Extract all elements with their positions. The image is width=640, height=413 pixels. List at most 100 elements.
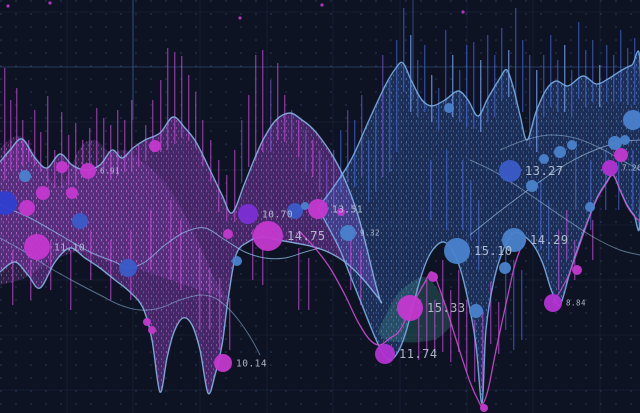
signal-bar	[124, 120, 126, 172]
bubble-value-label: 13.27	[525, 164, 564, 178]
signal-bar	[613, 55, 615, 102]
value-bubble	[337, 208, 345, 216]
value-bubble[interactable]	[397, 295, 423, 321]
curve-inner-wave-2	[0, 237, 261, 356]
signal-bar	[219, 278, 221, 350]
signal-bar	[632, 150, 634, 210]
signal-bar	[167, 48, 169, 150]
value-bubble	[499, 262, 511, 274]
value-bubble	[428, 272, 438, 282]
value-bubble[interactable]	[375, 344, 395, 364]
curve-braid-2	[469, 159, 640, 256]
signal-bar	[160, 80, 162, 152]
value-bubble	[444, 103, 454, 113]
signal-bar	[262, 245, 264, 285]
signal-bar	[578, 22, 580, 99]
value-bubble[interactable]	[253, 221, 283, 251]
value-bubble	[554, 146, 566, 158]
signal-bar	[16, 88, 18, 170]
signal-bar	[262, 50, 264, 152]
value-bubble[interactable]	[238, 204, 258, 224]
signal-bar	[522, 40, 524, 112]
value-bubble	[526, 180, 538, 192]
value-bubble	[567, 140, 577, 150]
signal-bar	[426, 280, 428, 352]
bubble-value-label: 15.10	[474, 244, 513, 258]
signal-bar	[575, 150, 577, 210]
signal-bar	[498, 302, 500, 354]
signal-bar	[298, 120, 300, 157]
signal-bar	[209, 268, 211, 330]
signal-bar	[389, 80, 391, 172]
signal-bar	[241, 120, 243, 182]
signal-bar	[592, 220, 594, 260]
stroke-curves-layer	[0, 50, 640, 407]
signal-bar	[450, 290, 452, 362]
signal-bar	[305, 130, 307, 172]
value-bubble[interactable]	[499, 160, 521, 182]
bubble-value-label: 8.84	[566, 299, 586, 308]
area-texture-purple-main	[0, 113, 382, 394]
signal-bar	[152, 100, 154, 152]
signal-bar	[117, 110, 119, 176]
signal-bar	[368, 140, 370, 202]
signal-bar	[218, 160, 220, 212]
signal-bar	[627, 48, 629, 105]
bubble-value-label: 7.26	[622, 164, 640, 173]
signal-bar	[434, 300, 436, 352]
signal-bar	[255, 55, 257, 161]
value-bubble[interactable]	[602, 160, 618, 176]
value-bubble[interactable]	[502, 228, 526, 252]
signal-bar	[96, 108, 98, 166]
signal-bar	[291, 110, 293, 142]
signal-bar	[550, 35, 552, 107]
value-bubble[interactable]	[24, 234, 50, 260]
signal-bar	[478, 200, 480, 270]
value-bubble[interactable]	[444, 238, 470, 264]
ribbon-stroke-purple-main	[0, 112, 383, 395]
signal-bar	[548, 200, 550, 260]
signal-bar	[529, 55, 531, 147]
signal-bar	[620, 30, 622, 102]
signal-bar	[431, 75, 433, 122]
value-bubble[interactable]	[544, 294, 562, 312]
signal-bar	[410, 35, 412, 112]
signal-bar	[446, 150, 448, 230]
signal-bar	[452, 55, 454, 117]
signal-bar	[40, 132, 42, 172]
signal-bar	[566, 210, 568, 260]
speck	[48, 1, 52, 5]
signal-bar	[22, 120, 24, 166]
value-bubble	[149, 140, 161, 152]
value-bubble	[232, 256, 242, 266]
signal-bar	[571, 70, 573, 117]
signal-bar	[150, 210, 152, 270]
signal-bar	[138, 145, 140, 167]
signal-bar	[543, 55, 545, 117]
value-bubble	[19, 170, 31, 182]
value-bubble[interactable]	[340, 225, 356, 241]
signal-bar	[54, 150, 56, 188]
signal-bar	[470, 180, 472, 240]
bubble-value-label: 11.10	[54, 242, 85, 253]
signal-bar	[12, 250, 14, 305]
value-bubble[interactable]	[308, 199, 328, 219]
signal-bar	[396, 40, 398, 152]
value-bubble	[148, 326, 156, 334]
signal-bar	[375, 110, 377, 192]
value-bubble	[19, 200, 35, 216]
signal-bar	[462, 160, 464, 230]
signal-bar	[202, 120, 204, 166]
signal-bar	[501, 28, 503, 100]
signal-bar	[333, 150, 335, 207]
signal-bar	[28, 140, 30, 162]
curve-pink-valley	[299, 231, 527, 407]
signal-bar	[4, 68, 6, 180]
value-bubble[interactable]	[214, 354, 232, 372]
signal-bar	[564, 45, 566, 112]
signal-bar	[634, 38, 636, 105]
signal-bar	[592, 40, 594, 102]
value-bubble[interactable]	[80, 163, 96, 179]
